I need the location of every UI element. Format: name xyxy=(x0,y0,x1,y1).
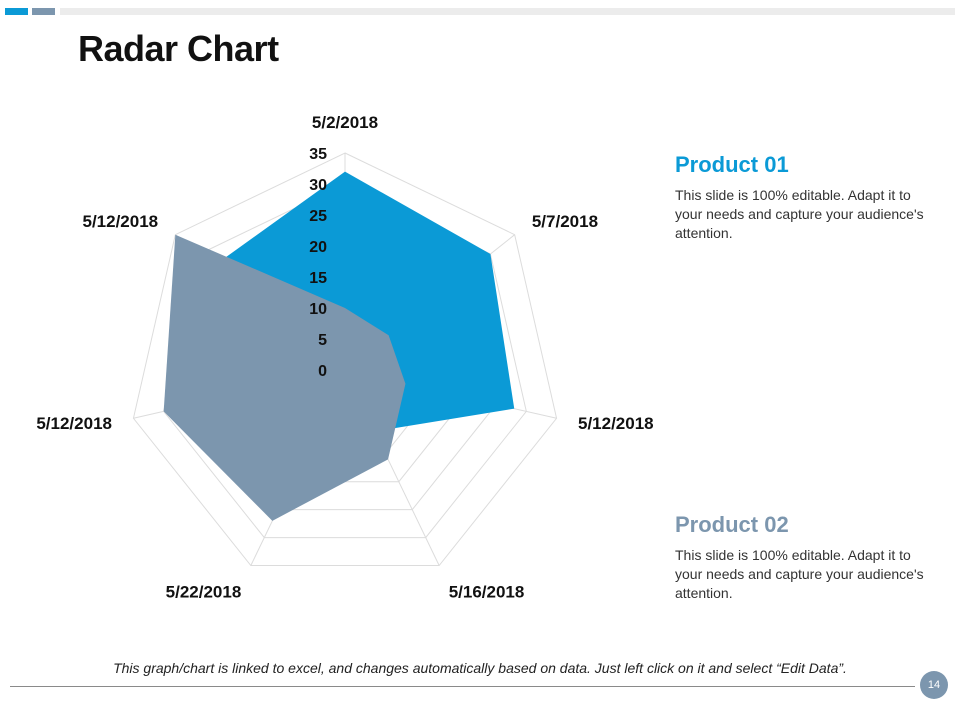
top-bar-segment-blue xyxy=(5,8,28,15)
tick-label: 15 xyxy=(309,270,327,287)
legend-product-02: Product 02 This slide is 100% editable. … xyxy=(675,512,925,603)
tick-label: 0 xyxy=(318,363,327,380)
tick-label: 20 xyxy=(309,239,327,256)
category-label: 5/12/2018 xyxy=(578,414,654,433)
category-label: 5/22/2018 xyxy=(166,582,242,600)
category-label: 5/12/2018 xyxy=(83,212,159,231)
category-label: 5/7/2018 xyxy=(532,212,598,231)
radar-grid-ring xyxy=(132,152,558,567)
tick-label: 25 xyxy=(309,208,327,225)
tick-label: 10 xyxy=(309,301,327,318)
page-title: Radar Chart xyxy=(78,28,279,69)
top-accent-bar xyxy=(0,8,960,16)
legend-product-01: Product 01 This slide is 100% editable. … xyxy=(675,152,925,243)
legend-product-02-description: This slide is 100% editable. Adapt it to… xyxy=(675,547,924,601)
radar-chart[interactable]: 0 5 10 15 20 25 30 35 5/2/2018 5/7/2018 5/12/2018 5… xyxy=(0,0,700,600)
category-label: 5/2/2018 xyxy=(312,113,378,132)
tick-label: 30 xyxy=(309,177,327,194)
top-bar-track xyxy=(60,8,955,15)
tick-label: 35 xyxy=(309,146,327,163)
category-label: 5/12/2018 xyxy=(36,414,112,433)
tick-label: 5 xyxy=(318,332,327,349)
legend-product-01-description: This slide is 100% editable. Adapt it to… xyxy=(675,187,924,241)
footer-note: This graph/chart is linked to excel, and… xyxy=(113,660,847,676)
legend-product-02-title: Product 02 xyxy=(675,512,789,537)
page-number-badge: 14 xyxy=(920,671,948,699)
top-bar-segment-gray xyxy=(32,8,55,15)
category-label: 5/16/2018 xyxy=(449,582,525,600)
series-area-product-02 xyxy=(163,234,406,521)
legend-product-01-title: Product 01 xyxy=(675,152,789,177)
series-area-product-01 xyxy=(214,171,515,432)
footer-divider xyxy=(10,686,915,687)
